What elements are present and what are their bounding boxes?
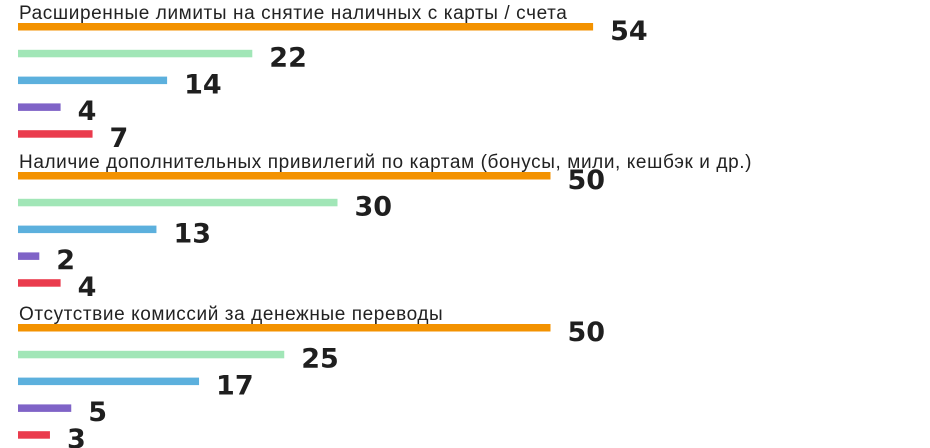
bar <box>18 23 594 31</box>
bar <box>18 431 50 439</box>
data-label: 7 <box>110 123 129 154</box>
data-label: 50 <box>568 165 606 196</box>
data-label: 5 <box>88 397 107 428</box>
bar <box>18 49 253 58</box>
bar <box>18 279 61 287</box>
data-label: 50 <box>568 317 606 348</box>
data-label: 3 <box>67 424 86 448</box>
bar <box>18 404 72 412</box>
data-label: 14 <box>184 69 222 100</box>
bar <box>18 252 40 260</box>
data-label: 2 <box>56 245 75 276</box>
bar <box>18 198 338 207</box>
bar <box>18 225 157 234</box>
bar <box>18 130 93 138</box>
bar <box>18 172 551 180</box>
data-label: 54 <box>610 16 648 47</box>
bar <box>18 103 61 111</box>
data-label: 13 <box>173 218 211 249</box>
bar <box>18 377 200 386</box>
data-label: 4 <box>78 272 97 303</box>
bar <box>18 324 551 332</box>
bar <box>18 76 168 85</box>
group-title: Отсутствие комиссий за денежные переводы <box>19 304 443 325</box>
bar <box>18 350 285 359</box>
data-label: 4 <box>78 96 97 127</box>
data-label: 17 <box>216 370 254 401</box>
data-label: 22 <box>269 43 307 74</box>
group-title: Расширенные лимиты на снятие наличных с … <box>19 3 567 24</box>
group-title: Наличие дополнительных привилегий по кар… <box>19 152 752 173</box>
data-label: 30 <box>355 192 393 223</box>
data-label: 25 <box>301 344 339 375</box>
